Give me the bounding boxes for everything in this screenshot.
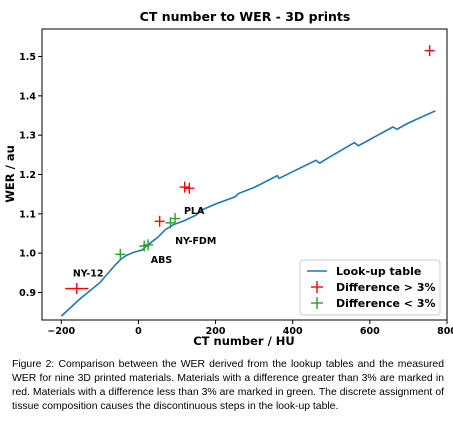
x-tick-label: 800 xyxy=(437,326,453,337)
green-marker xyxy=(143,239,154,251)
material-label: ABS xyxy=(151,255,173,266)
x-axis-title: CT number / HU xyxy=(193,334,295,348)
y-tick-label: 1.2 xyxy=(19,170,36,181)
material-label: NY-12 xyxy=(73,269,104,280)
y-tick-label: 1.1 xyxy=(19,209,36,220)
material-label: NY-FDM xyxy=(175,236,216,247)
legend-red-label: Difference > 3% xyxy=(336,281,436,294)
y-tick-label: 1.0 xyxy=(19,249,36,260)
red-marker xyxy=(154,215,165,227)
legend-green-swatch xyxy=(311,297,323,309)
x-tick-label: 200 xyxy=(206,326,226,337)
x-axis-ticks: −200 0 200 400 600 800 xyxy=(47,320,453,337)
red-marker xyxy=(424,45,435,57)
legend-green-label: Difference < 3% xyxy=(336,297,436,310)
green-marker xyxy=(170,213,181,225)
y-tick-label: 1.4 xyxy=(19,91,36,102)
material-label: PLA xyxy=(184,206,205,217)
x-tick-label: 0 xyxy=(135,326,142,337)
legend: Look-up table Difference > 3% Difference… xyxy=(299,259,441,316)
green-marker xyxy=(115,248,126,260)
x-tick-label: 400 xyxy=(283,326,303,337)
y-axis-ticks: 0.9 1.0 1.1 1.2 1.3 1.4 1.5 xyxy=(19,52,42,299)
y-tick-label: 1.3 xyxy=(19,131,36,142)
red-marker xyxy=(179,181,190,193)
y-tick-label: 0.9 xyxy=(19,288,36,299)
legend-lookup-label: Look-up table xyxy=(336,265,421,278)
x-tick-label: 600 xyxy=(360,326,380,337)
legend-red-swatch xyxy=(311,281,323,293)
figure-caption: Figure 2: Comparison between the WER der… xyxy=(12,359,444,412)
y-tick-label: 1.5 xyxy=(19,52,36,63)
legend-box xyxy=(299,259,441,316)
y-axis-title: WER / au xyxy=(3,145,17,203)
red-marker xyxy=(184,182,195,194)
data-markers xyxy=(65,45,435,295)
lookup-table-line xyxy=(60,110,436,317)
chart: CT number to WER - 3D prints −200 0 200 400… xyxy=(3,9,453,348)
chart-title: CT number to WER - 3D prints xyxy=(140,9,351,24)
x-tick-label: −200 xyxy=(47,326,75,337)
red-marker xyxy=(65,283,89,295)
